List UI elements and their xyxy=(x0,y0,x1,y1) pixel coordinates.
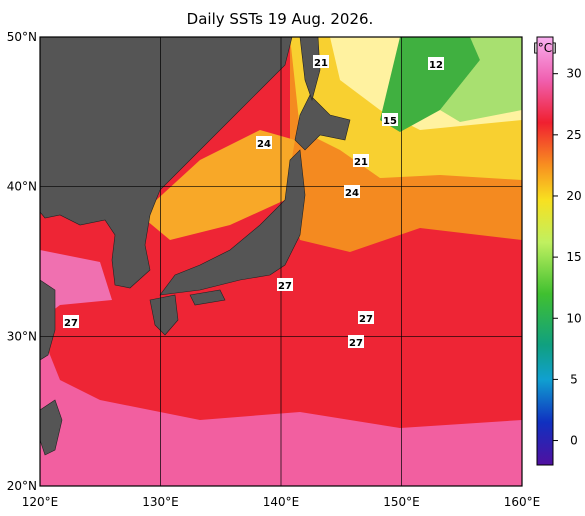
contour-label-box xyxy=(313,55,329,68)
contour-label-box xyxy=(344,185,360,198)
contour-label: 21 xyxy=(314,58,328,69)
lat-tick-label: 20°N xyxy=(7,479,37,493)
contour-label-box xyxy=(348,335,364,348)
colorbar-tick-label: 15 xyxy=(566,250,581,264)
contour-label: 15 xyxy=(383,116,397,127)
colorbar-tick-label: 30 xyxy=(566,67,581,81)
contour-label-box xyxy=(256,136,272,149)
contour-label-box xyxy=(277,278,293,291)
contour-label: 27 xyxy=(278,281,292,292)
title: Daily SSTs 19 Aug. 2026. xyxy=(187,10,374,28)
lon-tick-label: 140°E xyxy=(263,495,300,509)
contour-label-box xyxy=(428,57,444,70)
lon-tick-label: 160°E xyxy=(504,495,541,509)
contour-label-box xyxy=(382,113,398,126)
lat-tick-label: 30°N xyxy=(7,329,37,343)
contour-label: 12 xyxy=(429,60,443,71)
lat-tick-label: 40°N xyxy=(7,180,37,194)
contour-label: 27 xyxy=(359,314,373,325)
contour-label-box xyxy=(358,311,374,324)
contour-label: 27 xyxy=(349,338,363,349)
contour-label-box xyxy=(353,154,369,167)
colorbar-tick-label: 20 xyxy=(566,189,581,203)
contour-label: 21 xyxy=(354,157,368,168)
lon-tick-label: 150°E xyxy=(383,495,420,509)
contour-label: 24 xyxy=(345,188,359,199)
colorbar-tick-label: 10 xyxy=(566,311,581,325)
contour-label: 24 xyxy=(257,139,271,150)
colorbar-tick-label: 5 xyxy=(570,372,578,386)
contour-label: 27 xyxy=(64,318,78,329)
colorbar xyxy=(536,36,554,466)
colorbar-tick-label: 25 xyxy=(566,128,581,142)
contour-label-box xyxy=(63,315,79,328)
lon-tick-label: 130°E xyxy=(142,495,179,509)
lat-tick-label: 50°N xyxy=(7,30,37,44)
colorbar-tick-label: 0 xyxy=(570,434,578,448)
colorbar-unit: [°C] xyxy=(533,41,557,55)
lon-tick-label: 120°E xyxy=(22,495,59,509)
